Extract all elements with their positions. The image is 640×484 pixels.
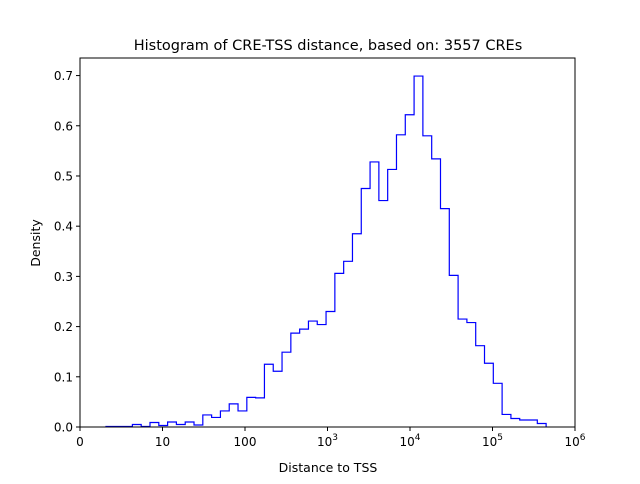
chart-title: Histogram of CRE-TSS distance, based on:… <box>134 38 523 54</box>
x-tick-label: 100 <box>234 435 257 449</box>
histogram-bin <box>256 398 265 427</box>
histogram-bin <box>229 404 238 427</box>
y-axis-label: Density <box>28 219 43 267</box>
histogram-bin <box>203 415 212 427</box>
histogram-bin <box>238 411 247 427</box>
histogram-bin <box>247 397 256 427</box>
histogram-bin <box>150 422 159 427</box>
histogram-bin <box>511 418 520 427</box>
y-tick-label: 0.2 <box>54 320 73 334</box>
histogram-bin <box>361 189 370 427</box>
x-tick-label: 103 <box>317 433 338 449</box>
histogram-bin <box>282 352 291 427</box>
histogram-bin <box>344 261 353 427</box>
histogram-step-line <box>105 75 547 428</box>
histogram-bin <box>317 325 326 427</box>
histogram-bin <box>476 346 485 427</box>
histogram-bin <box>458 319 467 427</box>
histogram-bin <box>168 422 177 427</box>
histogram-bin <box>414 76 423 427</box>
histogram-bin <box>335 273 344 427</box>
x-axis-label: Distance to TSS <box>279 460 378 475</box>
plot-frame <box>79 57 576 428</box>
histogram-bin <box>388 169 397 427</box>
histogram-bin <box>326 312 335 427</box>
y-tick-label: 0.1 <box>54 370 73 384</box>
histogram-bin <box>467 323 476 427</box>
x-tick-label: 106 <box>564 433 585 449</box>
histogram-bin <box>520 420 529 427</box>
histogram-bin <box>502 414 511 427</box>
histogram-bin <box>405 115 414 427</box>
y-tick-label: 0.5 <box>54 169 73 183</box>
histogram-bin <box>300 329 309 427</box>
histogram-bin <box>379 201 388 427</box>
y-tick-label: 0.7 <box>54 69 73 83</box>
x-tick-label: 104 <box>399 433 420 449</box>
histogram-bin <box>440 209 449 427</box>
histogram-bin <box>493 383 502 427</box>
histogram-bin <box>529 420 538 427</box>
histogram-bin <box>212 417 221 427</box>
histogram-bin <box>291 333 300 427</box>
x-tick-label: 105 <box>482 433 503 449</box>
y-tick-label: 0.4 <box>54 220 73 234</box>
histogram-bin <box>273 371 282 427</box>
histogram-bin <box>449 275 458 427</box>
y-tick-label: 0.0 <box>54 421 73 435</box>
histogram-bin <box>308 321 317 427</box>
y-tick-label: 0.3 <box>54 270 73 284</box>
histogram-bin <box>370 162 379 427</box>
histogram-bin <box>396 135 405 427</box>
histogram-bin <box>423 136 432 427</box>
x-tick-label: 10 <box>155 435 170 449</box>
histogram-bin <box>485 363 494 427</box>
histogram-bin <box>352 234 361 427</box>
x-tick-label: 0 <box>76 435 84 449</box>
y-tick-label: 0.6 <box>54 119 73 133</box>
histogram-bin <box>220 411 229 427</box>
histogram-bin <box>432 159 441 427</box>
histogram-bin <box>264 364 273 427</box>
histogram-bin <box>185 422 194 427</box>
